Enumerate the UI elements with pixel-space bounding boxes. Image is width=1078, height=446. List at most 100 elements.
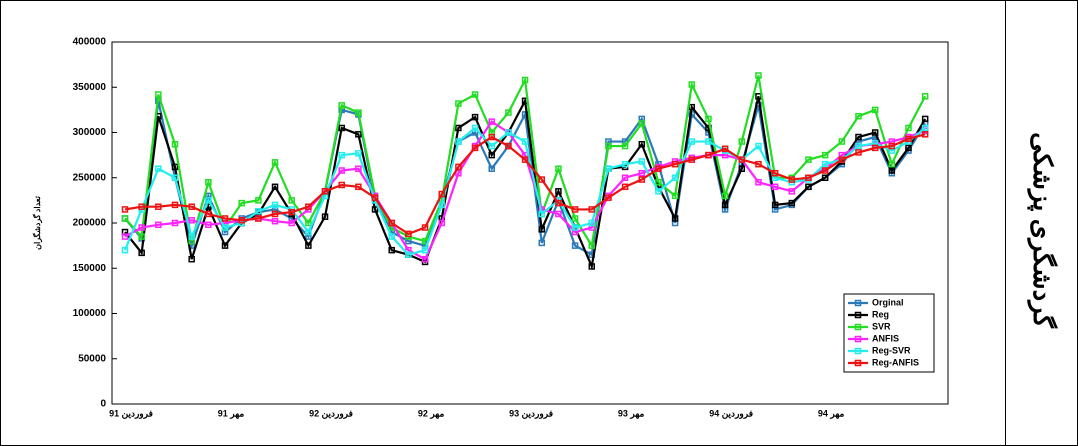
point-marker xyxy=(155,91,162,98)
point-marker xyxy=(438,201,445,209)
point-marker xyxy=(655,188,662,195)
point-marker xyxy=(771,183,779,191)
point-marker xyxy=(671,215,679,222)
point-marker xyxy=(538,210,545,218)
point-marker xyxy=(171,201,179,209)
point-marker xyxy=(488,118,495,125)
y-tick-label: 100000 xyxy=(73,308,107,319)
point-marker xyxy=(455,138,462,145)
point-marker xyxy=(688,156,696,163)
point-marker xyxy=(205,197,212,204)
point-marker xyxy=(638,158,646,165)
x-tick-label: مهر 92 xyxy=(418,408,445,419)
legend-label: SVR xyxy=(872,321,891,331)
point-marker xyxy=(505,109,512,116)
point-marker xyxy=(838,156,846,163)
point-marker xyxy=(671,192,679,200)
point-marker xyxy=(455,163,462,171)
point-marker xyxy=(605,142,612,150)
point-marker xyxy=(521,138,529,145)
point-marker xyxy=(171,141,179,148)
legend-marker xyxy=(854,299,862,307)
point-marker xyxy=(721,201,729,209)
point-marker xyxy=(221,215,229,222)
point-marker xyxy=(738,165,746,172)
point-marker xyxy=(255,197,262,204)
point-marker xyxy=(121,233,129,240)
point-marker xyxy=(338,151,345,159)
legend-label: Reg-ANFIS xyxy=(872,357,919,367)
point-marker xyxy=(455,169,462,177)
point-marker xyxy=(488,165,495,172)
point-marker xyxy=(271,201,279,209)
point-marker xyxy=(555,199,562,207)
point-marker xyxy=(355,165,362,172)
point-marker xyxy=(755,160,762,168)
point-marker xyxy=(588,206,596,213)
point-marker xyxy=(571,242,579,249)
point-marker xyxy=(305,242,312,249)
point-marker xyxy=(788,188,796,195)
point-marker xyxy=(321,188,329,195)
point-marker xyxy=(888,167,896,174)
point-marker xyxy=(188,203,195,210)
point-marker xyxy=(838,138,846,145)
point-marker xyxy=(655,179,662,186)
point-marker xyxy=(805,156,812,163)
point-marker xyxy=(471,113,479,121)
point-marker xyxy=(655,165,662,172)
point-marker xyxy=(188,217,195,224)
point-marker xyxy=(305,203,312,210)
point-marker xyxy=(121,215,129,222)
point-marker xyxy=(805,183,812,191)
point-marker xyxy=(588,219,596,227)
point-marker xyxy=(388,246,395,254)
point-marker xyxy=(571,206,579,213)
point-marker xyxy=(355,150,362,157)
point-marker xyxy=(905,144,912,152)
point-marker xyxy=(238,217,245,224)
point-marker xyxy=(205,179,212,186)
point-marker xyxy=(138,249,145,257)
point-marker xyxy=(188,233,195,240)
point-marker xyxy=(555,210,562,218)
point-marker xyxy=(555,188,562,195)
point-marker xyxy=(921,93,929,100)
y-tick-label: 250000 xyxy=(73,172,107,183)
side-label: گردشگری پزشکی xyxy=(1027,132,1058,328)
point-marker xyxy=(688,81,696,88)
point-marker xyxy=(555,165,562,172)
point-marker xyxy=(638,141,646,148)
point-marker xyxy=(605,165,612,172)
legend-marker xyxy=(854,323,862,331)
point-marker xyxy=(138,224,145,231)
y-tick-label: 300000 xyxy=(73,127,107,138)
point-marker xyxy=(288,208,295,216)
point-marker xyxy=(821,151,829,159)
y-tick-label: 150000 xyxy=(73,263,107,274)
point-marker xyxy=(421,224,429,231)
point-marker xyxy=(155,203,162,210)
series-line xyxy=(124,133,926,236)
point-marker xyxy=(888,142,896,150)
point-marker xyxy=(521,156,529,163)
point-marker xyxy=(471,91,479,98)
legend-marker xyxy=(854,335,862,343)
y-tick-label: 0 xyxy=(100,399,106,410)
point-marker xyxy=(855,149,862,156)
point-marker xyxy=(321,213,329,220)
point-marker xyxy=(155,165,162,172)
point-marker xyxy=(705,138,712,145)
legend-marker xyxy=(854,311,862,319)
point-marker xyxy=(755,72,762,79)
x-tick-label: فروردین 91 xyxy=(109,408,153,419)
point-marker xyxy=(221,224,229,231)
point-marker xyxy=(821,160,829,168)
x-tick-label: مهر 91 xyxy=(218,408,245,419)
point-marker xyxy=(255,215,262,222)
point-marker xyxy=(805,174,812,181)
point-marker xyxy=(471,144,479,152)
x-tick-label: فروردین 93 xyxy=(509,408,553,419)
point-marker xyxy=(521,76,529,84)
